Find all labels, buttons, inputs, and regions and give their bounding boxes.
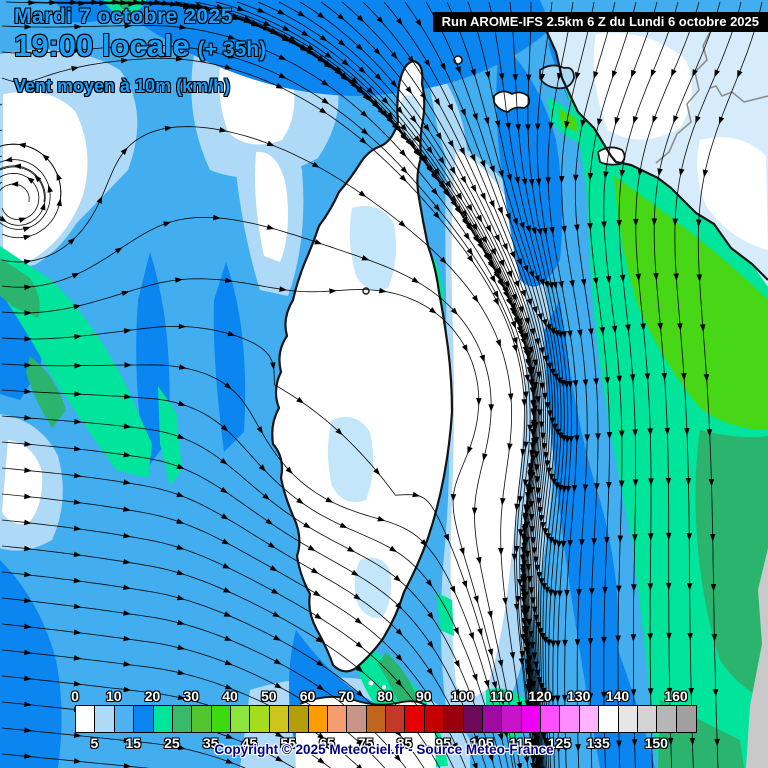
legend-tick-label: 110 (489, 688, 513, 704)
legend-color-box (231, 706, 251, 732)
valid-time-label: 19:00 locale (14, 28, 190, 64)
legend-tick-label: 50 (260, 688, 277, 704)
legend-color-box (463, 706, 483, 732)
legend-tick-label: 5 (90, 735, 99, 751)
legend-color-box (211, 706, 231, 732)
legend-tick-label: 135 (586, 735, 610, 751)
legend-top-labels: 0 10 20 30 40 50 60 70 80 90 100 110 120 130 140 160 (71, 688, 697, 704)
legend-color-box (269, 706, 290, 732)
legend-color-box (366, 706, 386, 732)
legend-color-box (289, 706, 309, 732)
legend-color-box (541, 706, 561, 732)
legend-color-box (386, 706, 406, 732)
legend-color-box (444, 706, 464, 732)
legend-color-box (618, 706, 638, 732)
legend-color-box (172, 706, 193, 732)
legend-color-box (308, 706, 328, 732)
legend-color-box (502, 706, 522, 732)
legend-tick-label: 80 (377, 688, 393, 704)
legend-color-box (347, 706, 367, 732)
legend-color-box (637, 706, 658, 732)
legend-tick-label: 15 (125, 735, 141, 751)
legend-color-box (192, 706, 212, 732)
legend-tick-label: 150 (644, 735, 668, 751)
legend-tick-label: 120 (528, 688, 552, 704)
legend-tick-label: 130 (567, 688, 591, 704)
legend-tick-label: 60 (299, 688, 316, 704)
legend-color-box (579, 706, 600, 732)
legend-color-box (250, 706, 270, 732)
legend-tick-label: 10 (105, 688, 122, 704)
legend-color-box (95, 706, 115, 732)
valid-date-label: Mardi 7 octobre 2025 (14, 5, 233, 28)
forecast-offset-label: (+ 35h) (197, 38, 267, 62)
parameter-label: Vent moyen à 10m (km/h) (14, 75, 231, 96)
legend-tick-label: 140 (605, 688, 630, 704)
legend-color-box (153, 706, 173, 732)
legend-tick-label: 160 (664, 688, 688, 704)
legend-color-box (657, 706, 677, 732)
legend-color-box (134, 706, 154, 732)
legend-tick-label: 30 (183, 688, 200, 704)
legend-color-box (76, 706, 96, 732)
legend-tick-label: 0 (71, 688, 79, 704)
legend-tick-label: 100 (450, 688, 475, 704)
copyright-label: Copyright © 2025 Meteociel.fr - Source M… (214, 742, 554, 757)
legend-tick-label: 90 (415, 688, 432, 704)
legend-color-box (676, 706, 696, 732)
legend-color-box (114, 706, 135, 732)
legend-color-box (599, 706, 619, 732)
legend-tick-label: 25 (164, 735, 180, 751)
model-run-banner: Run AROME-IFS 2.5km 6 Z du Lundi 6 octob… (432, 12, 768, 32)
legend-color-box (560, 706, 580, 732)
legend-tick-label: 70 (338, 688, 355, 704)
legend-color-box (482, 706, 503, 732)
legend-color-box (521, 706, 541, 732)
legend-color-box (327, 706, 348, 732)
legend-tick-label: 20 (144, 688, 161, 704)
legend-color-box (424, 706, 445, 732)
map-header: Mardi 7 octobre 2025 19:00 locale (+ 35h)… (14, 5, 267, 96)
legend-color-box (405, 706, 425, 732)
legend-tick-label: 40 (222, 688, 238, 704)
valid-time-line: 19:00 locale (+ 35h) (14, 28, 267, 64)
legend-color-bar (75, 705, 697, 733)
